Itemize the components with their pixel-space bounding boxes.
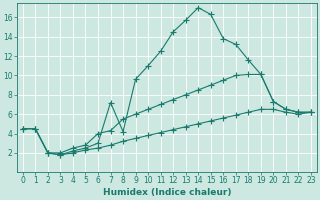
- X-axis label: Humidex (Indice chaleur): Humidex (Indice chaleur): [103, 188, 231, 197]
